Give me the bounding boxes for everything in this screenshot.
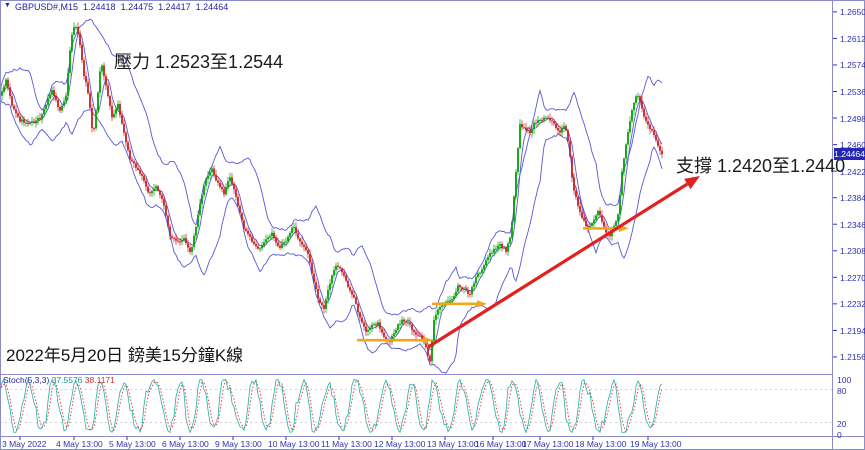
time-axis-label: 18 May 13:00: [575, 439, 627, 449]
stoch-scale-label: 80: [837, 385, 847, 396]
low-value: 1.24417: [158, 2, 191, 12]
stoch-scale-label: 0: [837, 429, 842, 440]
symbol-ohlc-header: GBPUSD#,M15 1.24418 1.24475 1.24417 1.24…: [15, 2, 228, 12]
symbol-dropdown-icon[interactable]: ▼: [4, 2, 11, 9]
stochastic-lines: [0, 378, 663, 434]
price-axis-label: 1.25360: [840, 87, 865, 97]
close-value: 1.24464: [195, 2, 229, 12]
candlesticks: [1, 22, 663, 366]
open-value: 1.24418: [83, 2, 116, 12]
time-axis-label: 17 May 13:00: [522, 439, 574, 449]
price-axis-label: 1.23460: [840, 219, 865, 230]
price-axis-label: 1.21940: [840, 325, 865, 336]
time-axis-label: 16 May 13:00: [475, 439, 527, 449]
price-axis-label: 1.22320: [840, 299, 865, 310]
red-trend-arrow: [427, 176, 700, 349]
time-axis-label: 12 May 13:00: [374, 439, 426, 449]
stoch-k-value: 37.5576: [51, 375, 83, 385]
current-price-tag: 1.24464: [834, 148, 865, 161]
price-axis-label: 1.26500: [840, 7, 865, 18]
chart-caption: 2022年5月20日 鎊美15分鐘K線: [6, 346, 244, 365]
support-annotation: 支撐 1.2420至1.2440: [676, 156, 846, 176]
time-axis-label: 6 May 13:00: [162, 439, 209, 449]
stoch-grid: [0, 389, 832, 423]
stoch-scale-label: 100: [837, 374, 852, 385]
price-axis-label: 1.22700: [840, 272, 865, 283]
stoch-indicator-label: Stoch(5,3,3) 37.5576 38.1171: [3, 375, 115, 385]
price-axis-label: 1.23080: [840, 246, 865, 257]
stoch-d-value: 38.1171: [84, 375, 115, 385]
price-axis-label: 1.25740: [840, 60, 865, 71]
price-axis-label: 1.26120: [840, 33, 865, 44]
stoch-name: Stoch(5,3,3): [3, 375, 50, 385]
time-axis-label: 11 May 13:00: [321, 439, 372, 449]
price-axis-label: 1.21560: [840, 352, 865, 363]
price-axis-label: 1.24600: [840, 140, 865, 151]
time-axis-label: 3 May 2022: [2, 439, 47, 449]
price-axis-label: 1.24220: [840, 166, 865, 177]
price-axis-label: 1.24980: [840, 113, 865, 124]
time-axis-label: 13 May 13:00: [427, 439, 479, 449]
symbol-name: GBPUSD#,M15: [15, 2, 79, 12]
time-axis-label: 10 May 13:00: [268, 439, 320, 449]
time-axis-label: 4 May 13:00: [56, 439, 103, 449]
high-value: 1.24475: [120, 2, 154, 12]
time-axis-label: 9 May 13:00: [215, 439, 262, 449]
stoch-scale-label: 20: [837, 418, 847, 429]
time-axis-label: 19 May 13:00: [630, 439, 682, 449]
support-arrows: [357, 224, 629, 344]
price-axis-label: 1.23840: [840, 193, 865, 204]
time-axis-label: 5 May 13:00: [109, 439, 156, 449]
resistance-annotation: 壓力 1.2523至1.2544: [114, 52, 284, 72]
